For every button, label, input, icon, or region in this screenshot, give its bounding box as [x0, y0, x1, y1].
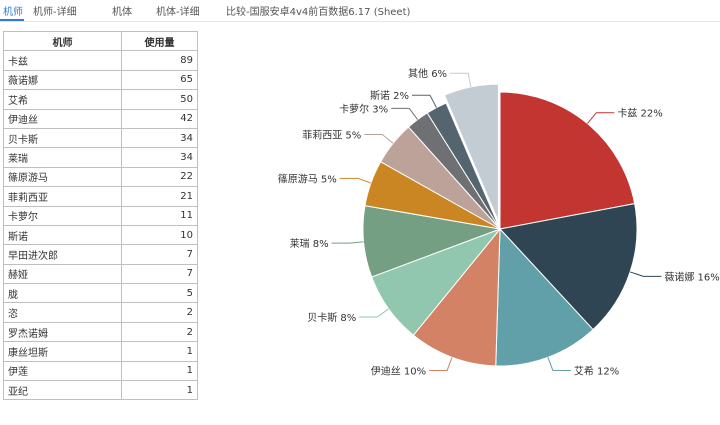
- sheet-tab-bar: 机师 机师-详细 机体 机体-详细 比较-国服安卓4v4前百数据6.17 (Sh…: [0, 0, 720, 22]
- label-leader-line: [587, 112, 615, 124]
- usage-value-cell: 34: [121, 127, 198, 149]
- label-leader-line: [450, 72, 472, 88]
- column-header-pilot: 机师: [3, 30, 122, 52]
- table-row: 卡兹 89: [3, 50, 198, 71]
- table-row: 篠原游马 22: [3, 166, 198, 188]
- tab-comparison-sheet[interactable]: 比较-国服安卓4v4前百数据6.17 (Sheet): [226, 7, 411, 18]
- label-leader-line: [359, 308, 389, 318]
- pilot-name-cell: 恣: [3, 302, 122, 323]
- usage-table: 机师 使用量 卡兹 89 薇诺娜 65 艾希 50 伊迪丝 42 贝卡斯 34 莱瑞 34 篠原游马 22…: [3, 30, 198, 401]
- pilot-name-cell: 罗杰诺姆: [3, 321, 122, 343]
- usage-value-cell: 2: [121, 321, 198, 343]
- tab-mechs[interactable]: 机体: [112, 7, 132, 18]
- table-row: 伊迪丝 42: [3, 108, 198, 129]
- tab-pilots-detail[interactable]: 机师-详细: [33, 7, 77, 18]
- usage-value-cell: 21: [121, 186, 198, 207]
- tab-pilots[interactable]: 机师: [3, 7, 23, 18]
- table-row: 亚纪 1: [3, 380, 198, 401]
- usage-value-cell: 50: [121, 89, 198, 110]
- pilot-name-cell: 贝卡斯: [3, 127, 122, 149]
- column-header-usage: 使用量: [121, 30, 198, 52]
- label-leader-line: [364, 133, 394, 144]
- pie-slice: [499, 91, 636, 230]
- pilot-name-cell: 斯诺: [3, 224, 122, 246]
- usage-value-cell: 5: [121, 283, 198, 304]
- pilot-name-cell: 篠原游马: [3, 166, 122, 188]
- table-row: 斯诺 10: [3, 224, 198, 246]
- pie-chart: 卡兹 22% 薇诺娜 16% 艾希 12% 伊迪丝 10% 贝卡斯 8% 莱瑞 8% 篠原游…: [278, 67, 720, 377]
- pilot-name-cell: 赫娅: [3, 263, 122, 285]
- label-leader-line: [411, 94, 437, 108]
- usage-value-cell: 7: [121, 244, 198, 265]
- pilot-name-cell: 早田进次郎: [3, 244, 122, 265]
- table-row: 艾希 50: [3, 89, 198, 110]
- slice-label: 贝卡斯 8%: [307, 311, 356, 324]
- label-leader-line: [629, 271, 662, 277]
- pilot-name-cell: 菲莉西亚: [3, 186, 122, 207]
- slice-label: 斯诺 2%: [370, 89, 409, 102]
- table-row: 贝卡斯 34: [3, 127, 198, 149]
- pilot-name-cell: 卡兹: [3, 50, 122, 71]
- pie-slice: [495, 227, 594, 367]
- table-row: 菲莉西亚 21: [3, 186, 198, 207]
- table-row: 赫娅 7: [3, 263, 198, 285]
- label-leader-line: [547, 357, 571, 371]
- label-leader-line: [331, 241, 364, 244]
- pilot-name-cell: 胧: [3, 283, 122, 304]
- usage-value-cell: 11: [121, 205, 198, 226]
- table-row: 罗杰诺姆 2: [3, 321, 198, 343]
- slice-label: 菲莉西亚 5%: [302, 129, 361, 141]
- pilot-name-cell: 亚纪: [3, 380, 122, 401]
- table-row: 莱瑞 34: [3, 147, 198, 168]
- table-row: 早田进次郎 7: [3, 244, 198, 265]
- usage-value-cell: 22: [121, 166, 198, 188]
- table-row: 薇诺娜 65: [3, 69, 198, 91]
- table-row: 卡萝尔 11: [3, 205, 198, 226]
- usage-value-cell: 89: [121, 50, 198, 71]
- pilot-name-cell: 艾希: [3, 89, 122, 110]
- slice-label: 篠原游马 5%: [278, 172, 337, 185]
- usage-value-cell: 7: [121, 263, 198, 285]
- table-header-row: 机师 使用量: [3, 30, 198, 52]
- pie-slice: [499, 202, 638, 331]
- slice-label: 莱瑞 8%: [290, 238, 329, 250]
- usage-value-cell: 65: [121, 69, 198, 91]
- slice-label: 其他 6%: [408, 67, 447, 80]
- pilot-name-cell: 康丝坦斯: [3, 341, 122, 362]
- usage-value-cell: 10: [121, 224, 198, 246]
- label-leader-line: [339, 177, 372, 184]
- slice-label: 艾希 12%: [574, 364, 619, 377]
- label-leader-line: [429, 357, 453, 371]
- pilot-name-cell: 莱瑞: [3, 147, 122, 168]
- slice-label: 卡兹 22%: [617, 107, 662, 120]
- usage-value-cell: 1: [121, 341, 198, 362]
- slice-label: 薇诺娜 16%: [664, 270, 719, 283]
- label-leader-line: [391, 107, 418, 120]
- pie-slice: [443, 83, 499, 222]
- pie-slice: [426, 102, 501, 230]
- pilot-name-cell: 伊迪丝: [3, 108, 122, 129]
- usage-value-cell: 1: [121, 380, 198, 401]
- table-row: 伊莲 1: [3, 360, 198, 382]
- tab-mechs-detail[interactable]: 机体-详细: [156, 7, 200, 18]
- usage-value-cell: 2: [121, 302, 198, 323]
- pilot-name-cell: 薇诺娜: [3, 69, 122, 91]
- slice-label: 伊迪丝 10%: [371, 365, 426, 377]
- usage-value-cell: 1: [121, 360, 198, 382]
- pilot-name-cell: 伊莲: [3, 360, 122, 382]
- table-row: 康丝坦斯 1: [3, 341, 198, 362]
- pilot-name-cell: 卡萝尔: [3, 205, 122, 226]
- usage-value-cell: 34: [121, 147, 198, 168]
- usage-value-cell: 42: [121, 108, 198, 129]
- active-tab-indicator: [0, 19, 24, 21]
- slice-label: 卡萝尔 3%: [339, 102, 388, 115]
